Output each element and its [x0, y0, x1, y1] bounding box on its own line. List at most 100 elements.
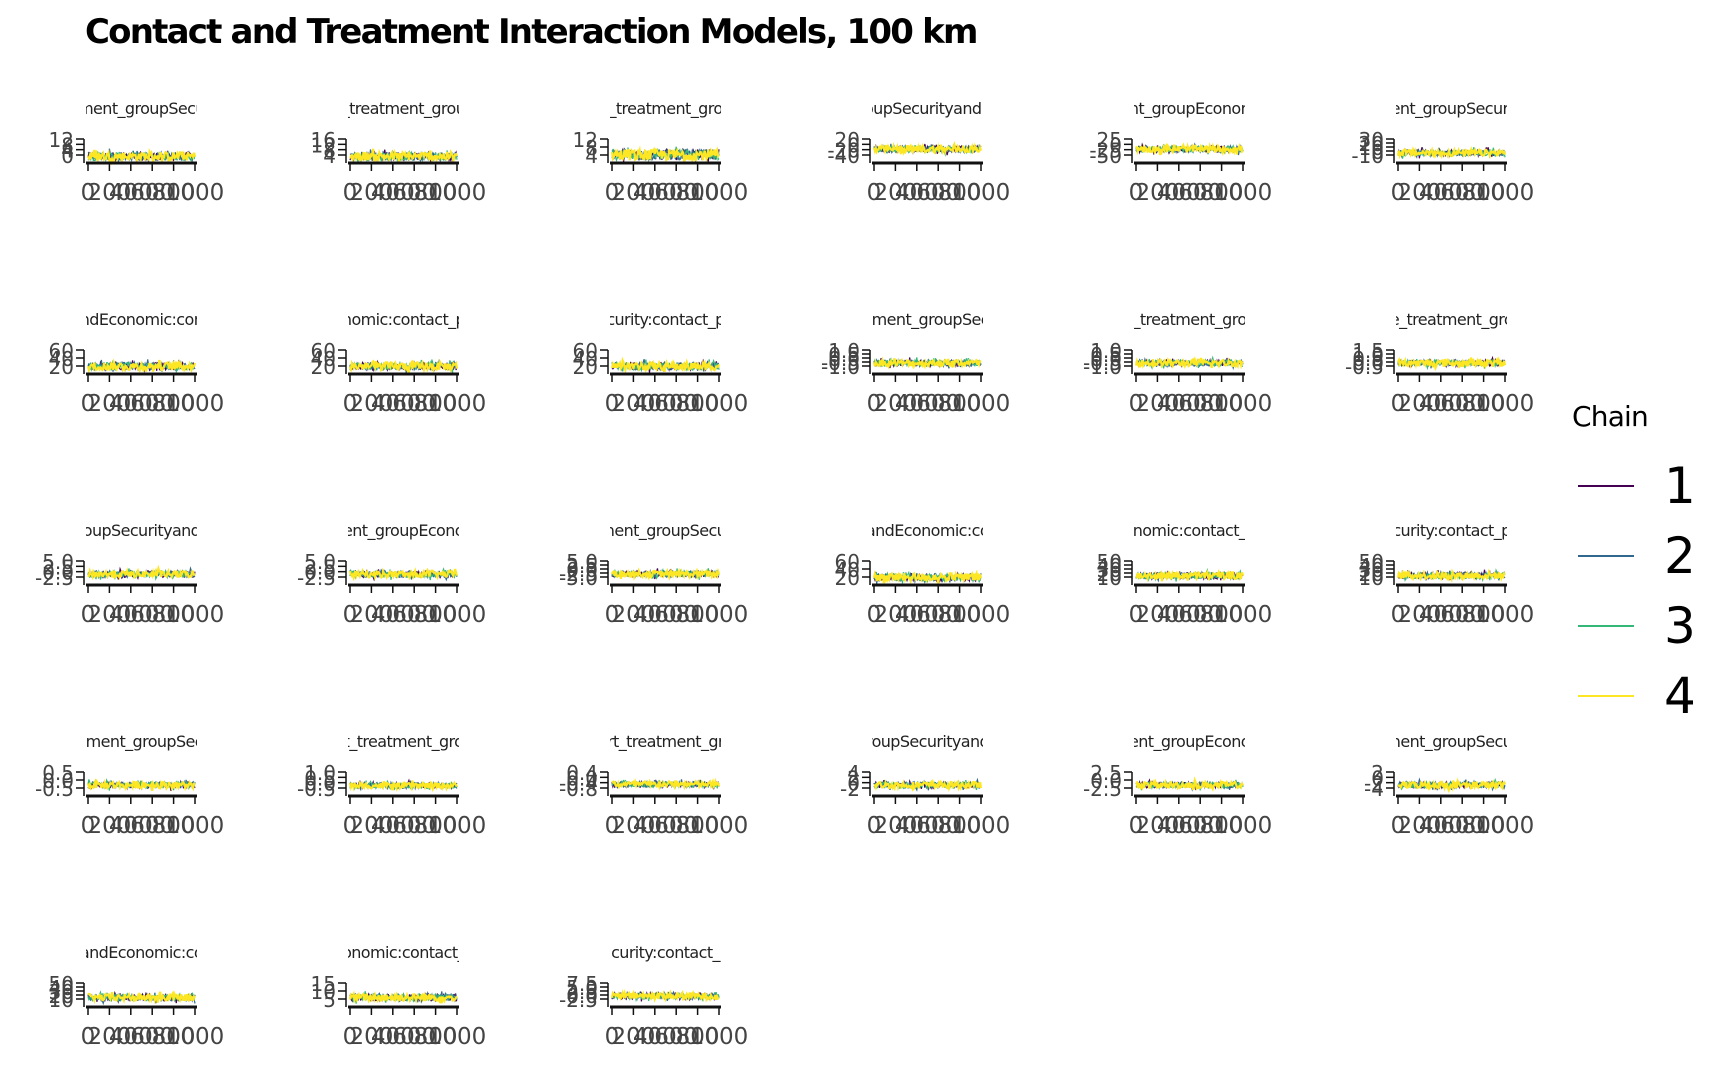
trace-chain-4 — [873, 778, 983, 792]
y-tick-label: -2 — [840, 777, 860, 801]
x-tick-label: 800 — [938, 602, 982, 628]
x-tick-label: 0 — [1129, 180, 1144, 206]
y-tick-label: 5.0 — [566, 976, 598, 1000]
facet-chart: ment_groupSecu1284002004006008001000_tre… — [35, 99, 1535, 1050]
y-tick-label: 4 — [323, 144, 336, 168]
y-tick-label: 0.0 — [566, 558, 598, 582]
y-tick-label: 8 — [585, 136, 598, 160]
x-tick-label: 1000 — [1214, 602, 1273, 628]
facet-strip-label: oupSecurityand — [83, 521, 201, 540]
y-tick-label: 7.5 — [566, 972, 598, 996]
trace-chain-4 — [1135, 776, 1244, 792]
x-tick-label: 200 — [873, 180, 917, 206]
y-tick-label: 1.5 — [1352, 339, 1384, 363]
x-tick-label: 1000 — [428, 391, 487, 417]
x-tick-label: 800 — [152, 602, 196, 628]
trace-chain-4 — [348, 358, 459, 374]
y-tick-label: 20 — [49, 355, 74, 379]
y-tick-label: 8 — [61, 133, 74, 157]
y-tick-label: 0.0 — [828, 347, 860, 371]
x-tick-label: 1000 — [952, 391, 1011, 417]
trace-chain-4 — [872, 569, 983, 585]
y-tick-label: 10 — [1359, 136, 1384, 160]
x-tick-label: 800 — [1200, 180, 1244, 206]
x-tick-label: 1000 — [1476, 602, 1535, 628]
y-tick-label: 1.0 — [828, 339, 860, 363]
x-tick-label: 0 — [867, 602, 882, 628]
x-tick-label: 1000 — [166, 180, 225, 206]
y-tick-label: 0.0 — [42, 769, 74, 793]
y-tick-label: 20 — [573, 355, 598, 379]
y-tick-label: 30 — [1359, 558, 1384, 582]
y-tick-label: 2.5 — [566, 554, 598, 578]
facet-strip-label: e_treatment_gro — [1390, 310, 1513, 330]
trace-chain-4 — [348, 990, 458, 1005]
x-tick-label: 0 — [343, 602, 358, 628]
x-tick-label: 600 — [654, 1024, 698, 1050]
x-tick-label: 0 — [605, 1024, 620, 1050]
x-tick-label: 1000 — [952, 813, 1011, 839]
x-tick-label: 200 — [1397, 391, 1441, 417]
y-tick-label: -40 — [827, 144, 860, 168]
y-tick-label: 4 — [585, 144, 598, 168]
x-tick-label: 0 — [867, 391, 882, 417]
x-tick-label: 1000 — [1214, 391, 1273, 417]
facet-strip-label: rt_treatment_gr — [607, 732, 725, 752]
facet-strip-label: tment_groupSec — [866, 310, 989, 330]
y-tick-label: 20 — [49, 984, 74, 1008]
legend-title: Chain — [1572, 400, 1649, 433]
trace-chain-4 — [348, 780, 458, 793]
y-tick-label: 2.5 — [566, 980, 598, 1004]
x-tick-label: 0 — [343, 813, 358, 839]
x-tick-label: 200 — [1135, 391, 1179, 417]
y-tick-label: 0 — [847, 772, 860, 796]
x-tick-label: 600 — [1178, 602, 1222, 628]
facet-strip-label: curity:contact_p — [606, 310, 725, 330]
y-tick-label: 0 — [1371, 140, 1384, 164]
y-tick-label: -0.5 — [297, 777, 336, 801]
y-tick-label: -0.5 — [821, 351, 860, 375]
x-tick-label: 800 — [414, 391, 458, 417]
x-tick-label: 600 — [1178, 813, 1222, 839]
x-tick-label: 600 — [130, 602, 174, 628]
facet-strip-label: andEconomic:co — [80, 943, 203, 962]
y-tick-label: 0.0 — [1352, 351, 1384, 375]
x-tick-label: 600 — [392, 180, 436, 206]
y-tick-label: 60 — [49, 339, 74, 363]
x-tick-label: 600 — [392, 602, 436, 628]
y-tick-label: 60 — [573, 339, 598, 363]
y-tick-label: 40 — [835, 558, 860, 582]
trace-chain-4 — [610, 145, 720, 165]
x-tick-label: 800 — [1200, 602, 1244, 628]
x-tick-label: 200 — [87, 391, 131, 417]
y-tick-label: 15 — [311, 972, 336, 996]
facet-panel: nent_groupSecu 5.02.50.0-2.5-5.0 020040060… — [559, 521, 748, 628]
x-tick-label: 0 — [867, 813, 882, 839]
y-tick-label: 5.0 — [566, 550, 598, 574]
y-tick-label: 20 — [835, 128, 860, 152]
y-tick-label: 0.0 — [42, 561, 74, 585]
y-tick-label: 0 — [1109, 133, 1122, 157]
x-tick-label: 400 — [109, 1024, 153, 1050]
x-tick-label: 800 — [414, 180, 458, 206]
x-tick-label: 600 — [130, 813, 174, 839]
x-tick-label: 0 — [605, 602, 620, 628]
facet-strip-label: t_treatment_gro — [344, 732, 464, 752]
trace-chain-2 — [1135, 570, 1244, 583]
y-tick-label: 10 — [49, 988, 74, 1012]
x-tick-label: 0 — [343, 1024, 358, 1050]
x-tick-label: 400 — [1157, 391, 1201, 417]
y-tick-label: 2 — [1371, 761, 1384, 785]
x-tick-label: 800 — [676, 1024, 720, 1050]
x-tick-label: 1000 — [690, 602, 749, 628]
legend-label: 1 — [1664, 457, 1696, 515]
x-tick-label: 600 — [916, 813, 960, 839]
facet-panel: ent_groupEcono 2.50.0-2.5 0200400600800100… — [1083, 732, 1272, 839]
x-tick-label: 400 — [895, 391, 939, 417]
facet-strip-label: oupSecurityandE — [864, 99, 991, 118]
facet-strip-label: ment_groupSecu — [78, 99, 205, 119]
x-tick-label: 600 — [392, 391, 436, 417]
x-tick-label: 1000 — [1476, 391, 1535, 417]
